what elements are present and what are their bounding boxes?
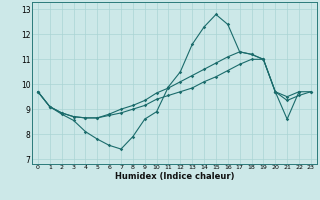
X-axis label: Humidex (Indice chaleur): Humidex (Indice chaleur): [115, 172, 234, 181]
